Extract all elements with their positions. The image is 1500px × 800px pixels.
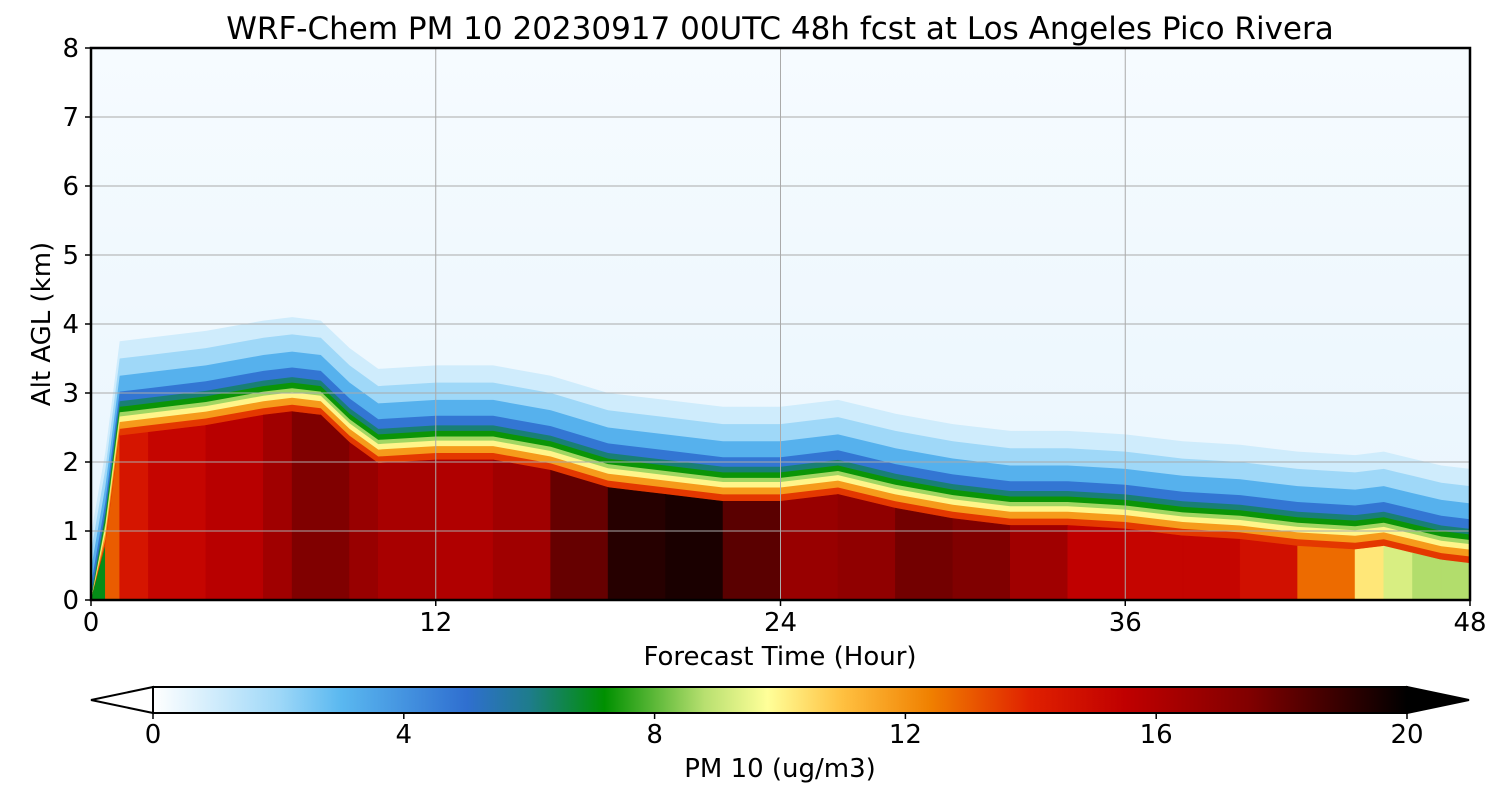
- plot-area: [89, 46, 1472, 602]
- x-axis-ticks: 0 12 24 36 48: [83, 600, 1487, 638]
- pm10-core-column: [550, 469, 609, 600]
- colorbar-tick-label: 0: [145, 720, 162, 750]
- y-tick-label: 7: [62, 103, 79, 133]
- pm10-core-column: [1182, 535, 1241, 600]
- pm10-core-column: [607, 487, 666, 600]
- pm10-core-column: [1412, 552, 1442, 600]
- y-tick-label: 0: [62, 586, 79, 616]
- x-tick-label: 36: [1109, 608, 1142, 638]
- colorbar-extend-low: [90, 685, 154, 715]
- pm10-core-column: [1440, 559, 1470, 600]
- y-tick-label: 4: [62, 310, 79, 340]
- colorbar-tick-label: 8: [646, 720, 663, 750]
- pm10-core-column: [1010, 525, 1069, 600]
- colorbar-tick-label: 4: [396, 720, 413, 750]
- pm10-core-column: [119, 431, 149, 600]
- pm10-core-column: [377, 459, 437, 600]
- y-tick-label: 8: [62, 34, 79, 64]
- colorbar-ticks: 0 4 8 12 16 20: [145, 713, 1424, 750]
- pm10-core-column: [263, 411, 293, 600]
- pm10-core-column: [105, 435, 121, 600]
- colorbar-tick-label: 16: [1140, 720, 1173, 750]
- chart-title: WRF-Chem PM 10 20230917 00UTC 48h fcst a…: [226, 11, 1333, 47]
- pm10-core-column: [837, 494, 896, 600]
- pm10-core-column: [1297, 545, 1356, 600]
- pm10-core-column: [205, 414, 264, 600]
- pm10-core-column: [492, 459, 551, 600]
- pm10-core-column: [895, 507, 954, 600]
- x-tick-label: 0: [83, 608, 100, 638]
- x-tick-label: 24: [764, 608, 797, 638]
- pm10-core-column: [291, 411, 322, 600]
- pm10-core-column: [320, 414, 350, 600]
- x-tick-label: 12: [419, 608, 452, 638]
- y-tick-label: 5: [62, 241, 79, 271]
- x-tick-label: 48: [1453, 608, 1486, 638]
- colorbar-tick-label: 12: [889, 720, 922, 750]
- pm10-core-column: [722, 501, 781, 600]
- x-axis-label: Forecast Time (Hour): [643, 642, 916, 672]
- y-axis-label: Alt AGL (km): [27, 242, 57, 406]
- colorbar-extend-high: [1406, 685, 1470, 715]
- pm10-core-column: [1354, 545, 1385, 600]
- grid-lines: [90, 47, 1471, 601]
- pm10-core-column: [148, 425, 207, 600]
- y-tick-label: 3: [62, 379, 79, 409]
- pm10-core-column: [349, 442, 379, 600]
- pm10-core-column: [1067, 525, 1126, 600]
- pm10-core-column: [435, 459, 494, 600]
- pm10-core-column: [665, 494, 724, 600]
- colorbar: 0 4 8 12 16 20 PM 10 (ug/m3): [90, 685, 1470, 784]
- y-tick-label: 1: [62, 517, 79, 547]
- colorbar-tick-label: 20: [1390, 720, 1423, 750]
- y-tick-label: 2: [62, 448, 79, 478]
- pm10-core-column: [1383, 545, 1413, 600]
- y-axis-ticks: 0 1 2 3 4 5 6 7 8: [62, 34, 91, 616]
- colorbar-label: PM 10 (ug/m3): [684, 754, 876, 784]
- pm10-core-column: [952, 518, 1011, 600]
- pm10-core-column: [1239, 538, 1298, 600]
- pm10-core-column: [1124, 528, 1184, 600]
- pm10-core-column: [780, 494, 839, 600]
- y-tick-label: 6: [62, 172, 79, 202]
- colorbar-fill: [152, 686, 1408, 714]
